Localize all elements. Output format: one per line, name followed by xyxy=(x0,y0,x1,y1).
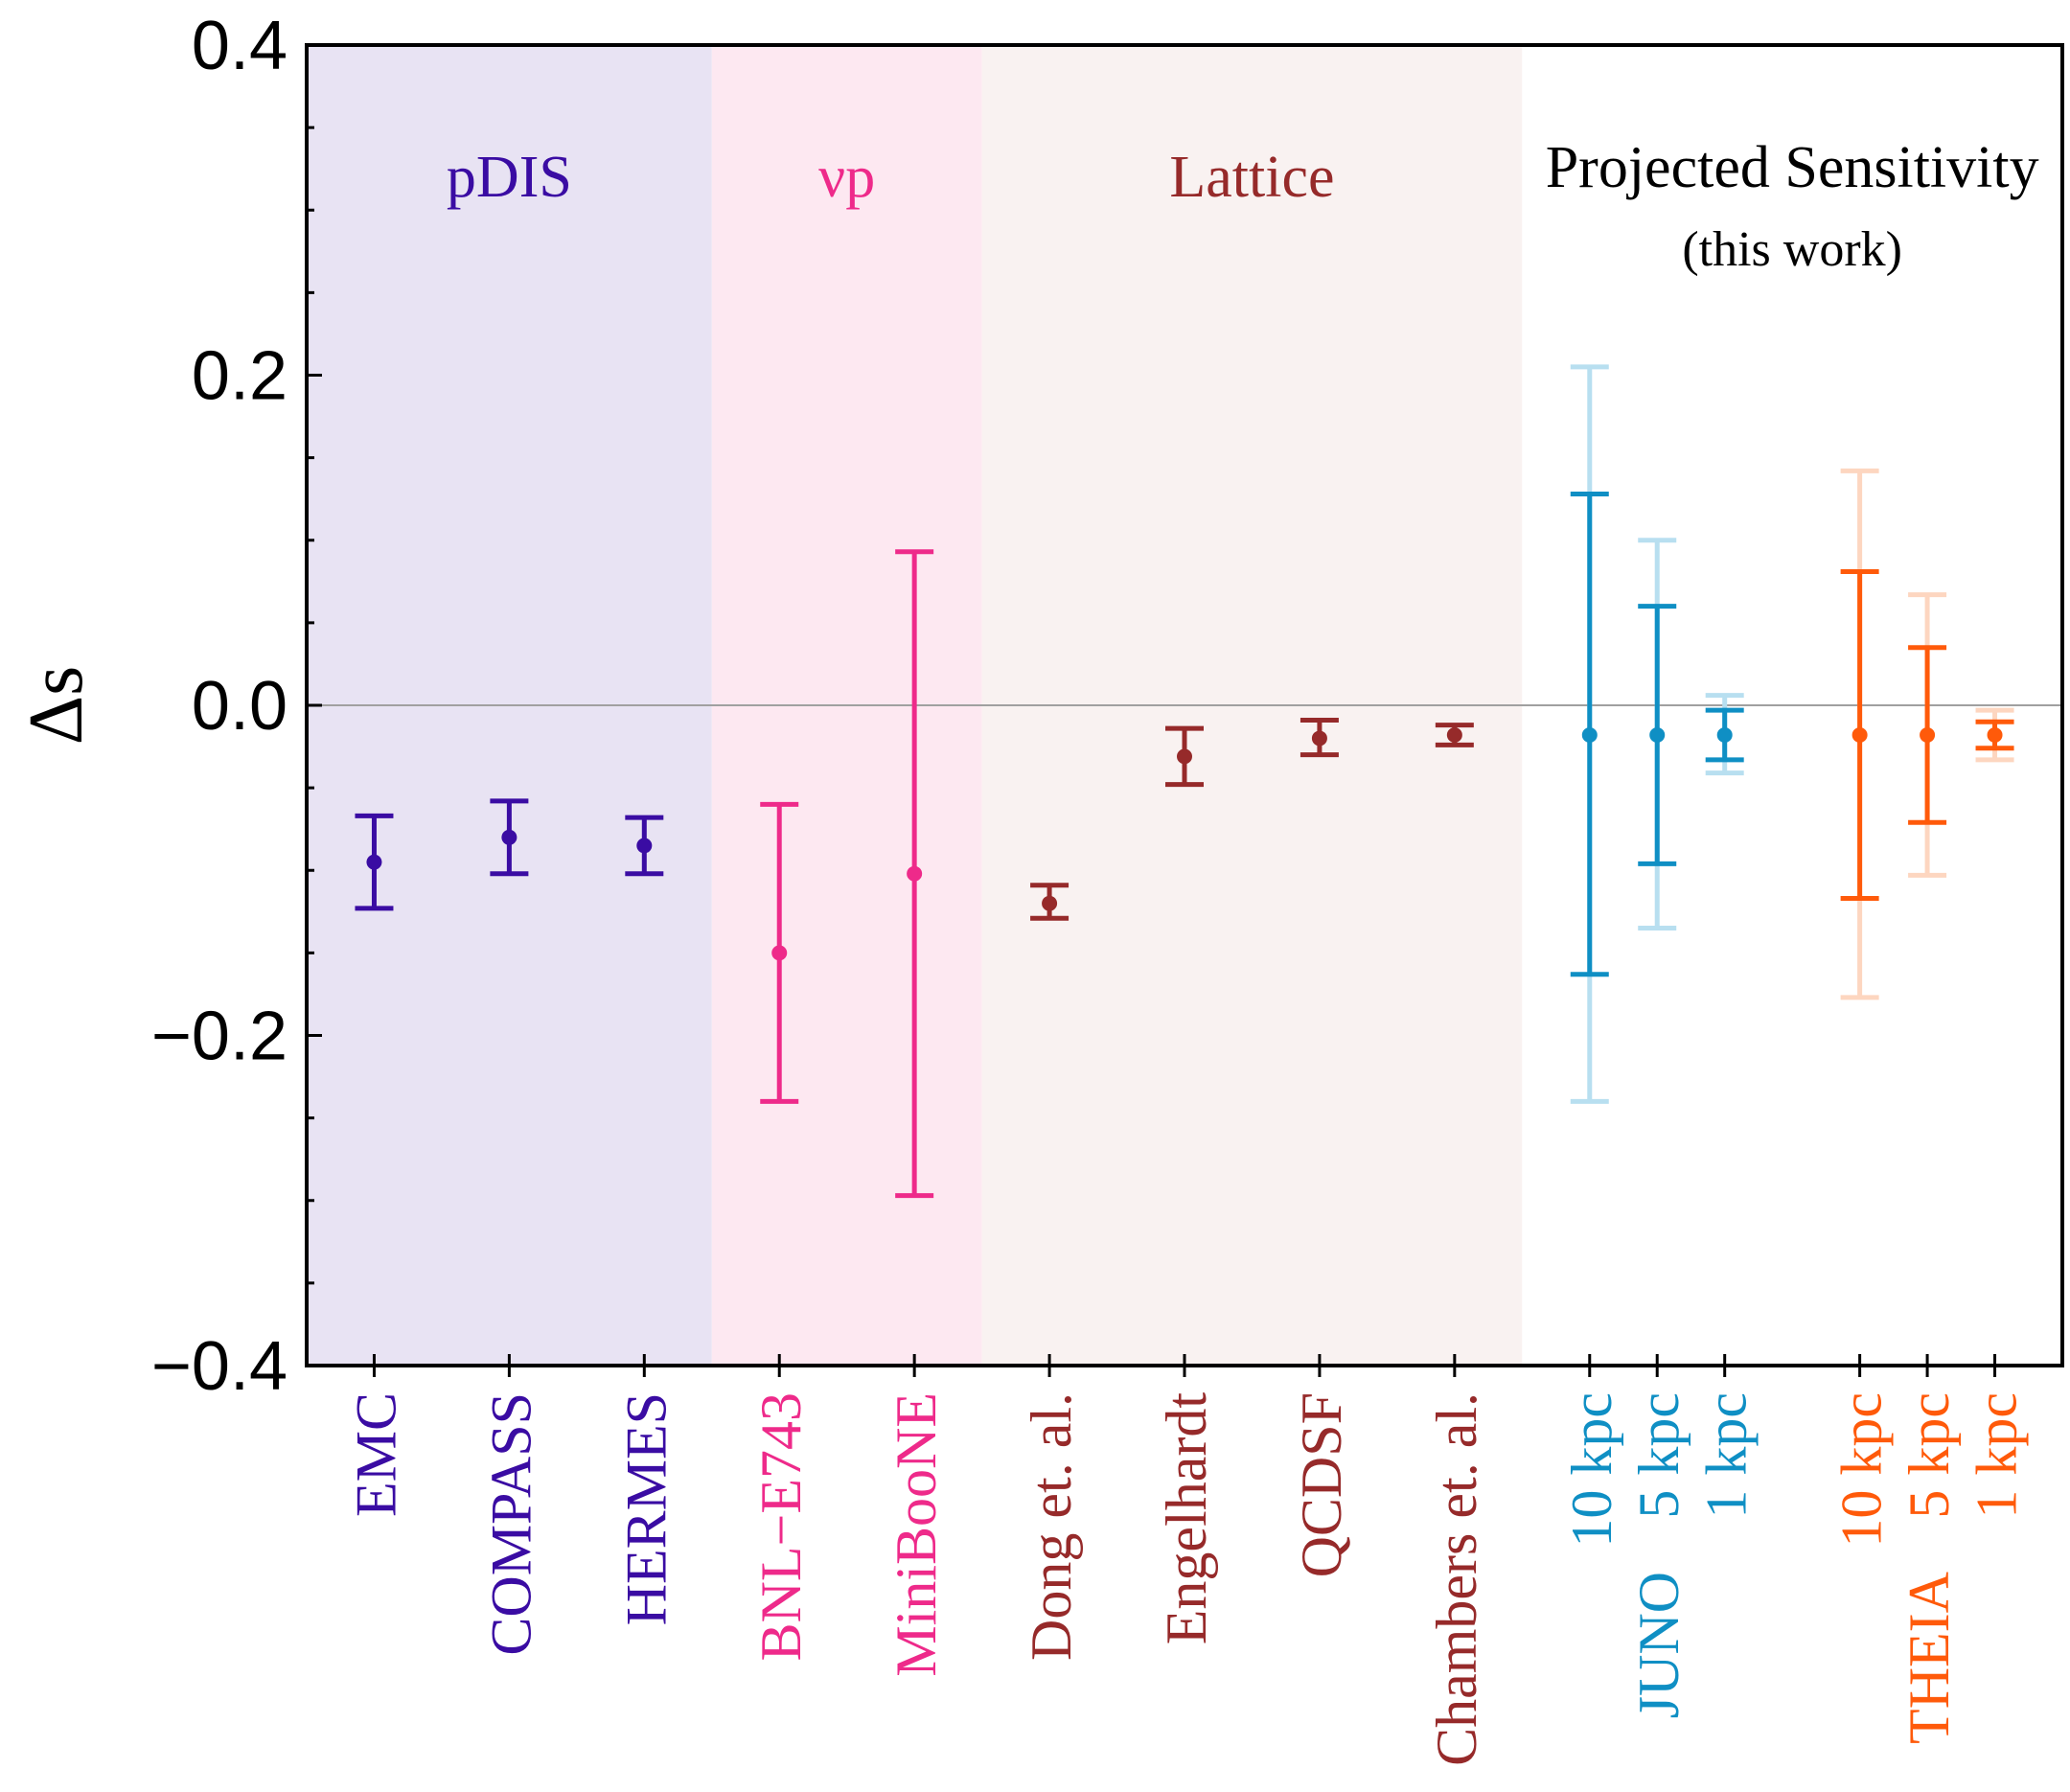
y-tick-label: −0.4 xyxy=(151,1328,288,1405)
x-tick-label-2: HERMES xyxy=(614,1392,678,1625)
point-pdis-2-marker xyxy=(636,838,653,854)
x-tick-label-12: 10 kpc xyxy=(1830,1392,1894,1548)
y-tick-label: 0.0 xyxy=(192,668,288,745)
group-label-pdis: pDIS xyxy=(447,145,572,210)
point-lattice-8-marker xyxy=(1446,727,1462,744)
x-tick-label-6: Engelhardt xyxy=(1155,1392,1218,1645)
point-lattice-7-marker xyxy=(1311,730,1327,747)
error-bars xyxy=(355,364,2014,1199)
point-theia-13-marker xyxy=(1920,727,1936,744)
group-label-nup: νp xyxy=(818,145,875,210)
experiment-label-juno: JUNO xyxy=(1627,1572,1690,1718)
x-tick-label-0: EMC xyxy=(344,1392,407,1517)
x-tick-label-3: BNL−E743 xyxy=(749,1392,813,1662)
point-juno-10-marker xyxy=(1649,727,1666,744)
point-theia-12-marker xyxy=(1852,727,1868,744)
x-tick-label-9: 10 kpc xyxy=(1560,1392,1623,1548)
point-nup-4-marker xyxy=(907,865,923,882)
y-tick-label: 0.4 xyxy=(192,8,288,84)
x-tick-label-14: 1 kpc xyxy=(1966,1392,2029,1519)
group-label-proj-sub: (this work) xyxy=(1682,222,1902,277)
point-pdis-0-marker xyxy=(366,854,382,870)
y-tick-label: −0.2 xyxy=(151,999,288,1075)
x-tick-label-8: Chambers et. al. xyxy=(1425,1392,1488,1766)
y-axis: 0.4 0.2 0.0 −0.2 −0.4 xyxy=(151,8,322,1405)
point-theia-14-marker xyxy=(1987,727,2003,744)
x-tick-label-10: 5 kpc xyxy=(1627,1392,1690,1519)
y-axis-title: Δs xyxy=(14,666,99,746)
y-tick-label: 0.2 xyxy=(192,338,288,415)
group-label-proj: Projected Sensitivity xyxy=(1546,135,2039,200)
x-tick-label-7: QCDSF xyxy=(1290,1392,1353,1577)
x-tick-label-4: MiniBooNE xyxy=(885,1392,948,1677)
x-tick-label-11: 1 kpc xyxy=(1695,1392,1759,1519)
group-labels: pDIS νp Lattice Projected Sensitivity (this … xyxy=(447,135,2039,277)
point-lattice-5-marker xyxy=(1042,895,1058,911)
x-tick-label-5: Dong et. al. xyxy=(1020,1392,1083,1661)
x-tick-label-13: 5 kpc xyxy=(1898,1392,1961,1519)
point-juno-11-marker xyxy=(1716,727,1733,744)
point-juno-9-marker xyxy=(1581,727,1598,744)
x-tick-label-1: COMPASS xyxy=(479,1392,542,1656)
group-label-lattice: Lattice xyxy=(1169,145,1334,210)
point-pdis-1-marker xyxy=(501,829,518,845)
x-axis: EMC COMPASS HERMES BNL−E743 MiniBooNE Dong et… xyxy=(344,1354,2029,1766)
point-nup-3-marker xyxy=(771,945,788,961)
point-lattice-6-marker xyxy=(1177,748,1192,765)
experiment-label-theia: THEIA xyxy=(1898,1572,1961,1744)
